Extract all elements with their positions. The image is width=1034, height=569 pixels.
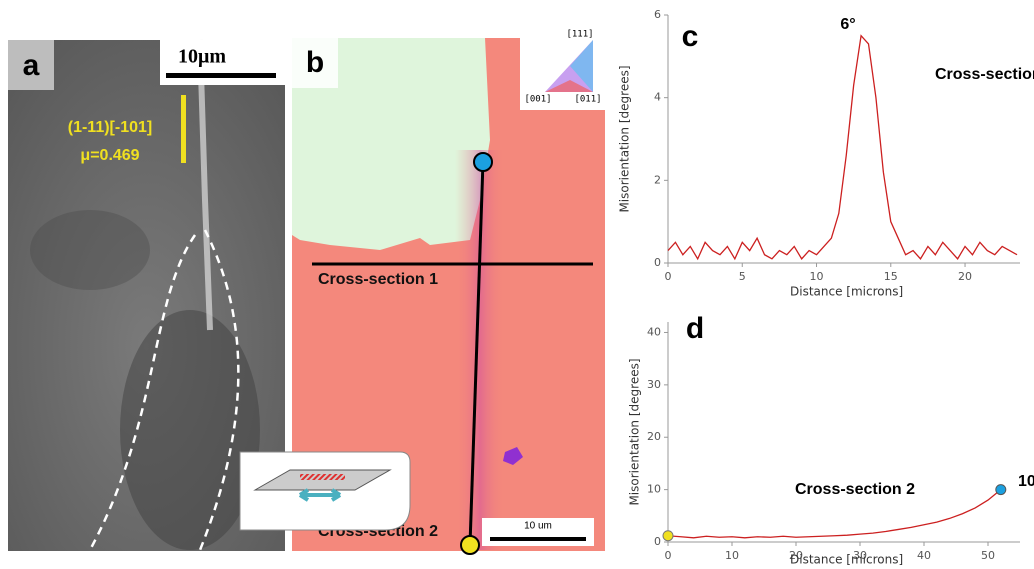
- panel-b: b [111] [001] [011] Cross-section 1 Cros…: [239, 30, 605, 555]
- scale-bar: [490, 537, 586, 541]
- y-tick-label: 0: [654, 256, 661, 269]
- x-tick-label: 0: [665, 270, 672, 283]
- grain-purple: [503, 447, 523, 465]
- dashed-outline: [88, 229, 240, 551]
- cross-section-label: Cross-section 1: [318, 271, 438, 288]
- x-tick-label: 10: [725, 549, 739, 562]
- annotation: 10°: [1018, 473, 1034, 490]
- y-tick-label: 30: [647, 378, 661, 391]
- ipf-label: [001]: [524, 95, 551, 105]
- x-axis-label: Distance [microns]: [790, 285, 903, 299]
- panel-label: c: [682, 20, 699, 53]
- y-tick-label: 0: [654, 535, 661, 548]
- scale-bar: [166, 73, 276, 78]
- ipf-label: [111]: [566, 30, 593, 40]
- panel-label: d: [686, 312, 704, 345]
- x-tick-label: 15: [884, 270, 898, 283]
- load-arrow: [298, 488, 342, 502]
- friction: μ=0.469: [80, 147, 139, 164]
- y-tick-label: 2: [654, 173, 661, 186]
- series-label: Cross-section 2: [795, 481, 915, 498]
- end-marker: [995, 484, 1007, 496]
- scale-box: [482, 518, 594, 546]
- y-tick-label: 6: [654, 8, 661, 21]
- x-tick-label: 0: [665, 549, 672, 562]
- y-axis-label: Misorientation [degrees]: [628, 358, 642, 505]
- scale-text: 10 um: [524, 521, 552, 532]
- x-tick-label: 20: [958, 270, 972, 283]
- annotation: 6°: [840, 16, 855, 33]
- label-box: [8, 40, 54, 90]
- label-box: [292, 38, 338, 88]
- x-tick-label: 10: [810, 270, 824, 283]
- yellow-bar: [181, 95, 186, 163]
- inset-box: [239, 451, 411, 531]
- series-label: Cross-section 1: [935, 66, 1034, 83]
- y-axis-label: Misorientation [degrees]: [618, 65, 632, 212]
- ipf-triangle: [545, 40, 593, 92]
- slip-band: [197, 39, 213, 331]
- panel-a: a 10μm (1-11)[-101] μ=0.469: [8, 39, 285, 551]
- y-tick-label: 10: [647, 483, 661, 496]
- ipf-label: [011]: [574, 95, 601, 105]
- data-line: [667, 489, 1002, 539]
- dark-region: [30, 210, 150, 290]
- grain-green: [292, 38, 490, 250]
- slip-system: (1-11)[-101]: [68, 119, 152, 136]
- cross-section-line: [468, 161, 485, 546]
- x-axis-label: Distance [microns]: [790, 553, 903, 567]
- x-tick-label: 5: [739, 270, 746, 283]
- y-tick-label: 40: [647, 325, 661, 338]
- x-tick-label: 40: [917, 549, 931, 562]
- panel-label: b: [306, 46, 324, 79]
- ipf-triangle: [545, 80, 593, 92]
- start-marker: [662, 530, 674, 542]
- ipf-triangle: [570, 40, 593, 92]
- scale-text: 10μm: [178, 46, 226, 68]
- x-tick-label: 20: [789, 549, 803, 562]
- data-line: [667, 34, 1018, 261]
- y-tick-label: 4: [654, 91, 661, 104]
- x-tick-label: 50: [981, 549, 995, 562]
- gauge: [300, 474, 345, 480]
- dark-region: [120, 310, 260, 550]
- y-tick-label: 20: [647, 430, 661, 443]
- start-marker: [473, 152, 493, 172]
- end-marker: [460, 535, 480, 555]
- x-tick-label: 30: [853, 549, 867, 562]
- panel-label: a: [23, 49, 40, 82]
